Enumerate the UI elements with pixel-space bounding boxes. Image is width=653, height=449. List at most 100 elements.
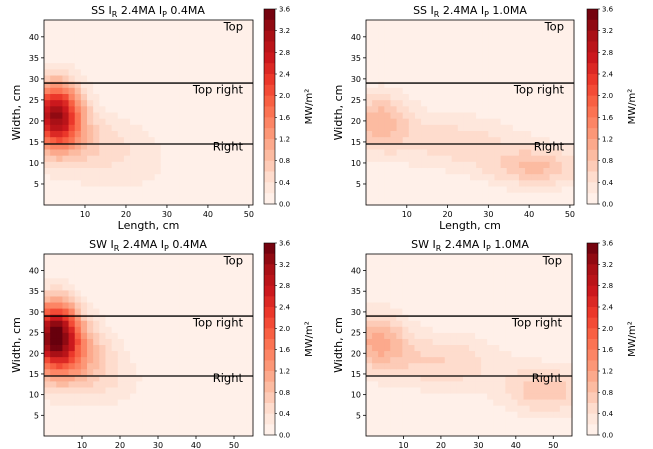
heatmap-cell — [68, 369, 76, 376]
heatmap-cell — [166, 112, 174, 120]
heatmap-cell — [246, 75, 254, 83]
colorbar-band — [264, 339, 275, 351]
heatmap-cell — [462, 381, 470, 389]
heatmap-cell — [476, 112, 483, 120]
heatmap-cell — [93, 296, 100, 304]
heatmap-cell — [499, 278, 506, 285]
heatmap-cell — [136, 260, 143, 267]
heatmap-cell — [87, 143, 94, 151]
heatmap-cell — [426, 369, 434, 376]
heatmap-cell — [523, 272, 531, 279]
colorbar-band — [264, 243, 275, 255]
heatmap-cell — [240, 63, 248, 70]
x-tick-label: 30 — [483, 210, 493, 219]
heatmap-cell — [499, 375, 506, 382]
heatmap-cell — [99, 326, 107, 334]
heatmap-cell — [543, 198, 551, 206]
heatmap-cell — [197, 320, 205, 328]
heatmap-cell — [372, 75, 379, 83]
heatmap-cell — [463, 186, 471, 194]
heatmap-cell — [148, 75, 156, 83]
heatmap-cell — [68, 393, 76, 401]
heatmap-cell — [234, 106, 242, 114]
heatmap-cell — [56, 308, 64, 316]
heatmap-cell — [372, 399, 379, 407]
y-tick-label: 15 — [351, 370, 361, 379]
colorbar-tick-label: 2.8 — [279, 49, 290, 57]
heatmap-cell — [470, 168, 477, 175]
heatmap-cell — [105, 338, 113, 346]
heatmap-cell — [93, 174, 100, 181]
heatmap-cell — [246, 81, 254, 89]
heatmap-cell — [433, 50, 441, 58]
heatmap-cell — [44, 143, 51, 151]
heatmap-cell — [216, 44, 223, 52]
heatmap-cell — [525, 149, 532, 157]
heatmap-cell — [511, 405, 519, 413]
heatmap-cell — [390, 38, 398, 46]
heatmap-cell — [74, 387, 82, 395]
heatmap-cell — [384, 381, 391, 389]
heatmap-cell — [93, 351, 100, 358]
heatmap-cell — [559, 266, 567, 273]
heatmap-cell — [216, 405, 223, 413]
heatmap-cell — [470, 118, 477, 126]
heatmap-cell — [216, 186, 223, 194]
heatmap-cell — [173, 168, 180, 175]
heatmap-cell — [518, 186, 526, 194]
heatmap-cell — [93, 198, 100, 206]
heatmap-cell — [191, 112, 199, 120]
heatmap-cell — [105, 399, 113, 407]
heatmap-cell — [506, 161, 514, 169]
heatmap-cell — [414, 20, 422, 27]
heatmap-cell — [499, 326, 506, 334]
heatmap-cell — [494, 149, 502, 157]
heatmap-cell — [191, 174, 199, 181]
heatmap-cell — [68, 198, 76, 206]
heatmap-cell — [209, 387, 217, 395]
heatmap-cell — [209, 63, 217, 70]
heatmap-cell — [561, 192, 569, 200]
heatmap-cell — [445, 94, 453, 101]
heatmap-cell — [222, 94, 230, 101]
heatmap-cell — [384, 20, 392, 27]
heatmap-cell — [482, 50, 489, 58]
heatmap-cell — [559, 272, 567, 279]
heatmap-cell — [228, 272, 236, 279]
heatmap-cell — [462, 302, 470, 310]
heatmap-cell — [160, 100, 168, 107]
heatmap-cell — [246, 112, 254, 120]
heatmap-cell — [166, 272, 174, 279]
heatmap-cell — [191, 118, 199, 126]
heatmap-cell — [372, 387, 379, 395]
heatmap-cell — [136, 131, 143, 138]
heatmap-cell — [384, 260, 391, 267]
heatmap-cell — [421, 106, 428, 114]
heatmap-cell — [541, 308, 549, 316]
heatmap-cell — [123, 308, 131, 316]
heatmap-cell — [488, 186, 496, 194]
heatmap-cell — [123, 399, 131, 407]
heatmap-cell — [444, 375, 452, 382]
heatmap-cell — [517, 302, 525, 310]
y-tick-label: 30 — [29, 308, 39, 317]
heatmap-cell — [105, 308, 113, 316]
heatmap-cell — [547, 423, 555, 431]
heatmap-cell — [62, 290, 70, 298]
heatmap-cell — [197, 112, 205, 120]
heatmap-cell — [518, 174, 526, 181]
heatmap-cell — [246, 168, 254, 175]
heatmap-cell — [228, 357, 236, 364]
heatmap-cell — [185, 411, 193, 419]
heatmap-cell — [531, 161, 538, 169]
heatmap-cell — [154, 81, 162, 89]
heatmap-cell — [481, 284, 488, 291]
heatmap-cell — [390, 405, 397, 413]
heatmap-cell — [62, 94, 70, 101]
heatmap-cell — [228, 393, 236, 401]
heatmap-cell — [222, 186, 230, 194]
heatmap-cell — [535, 363, 543, 370]
heatmap-cell — [222, 106, 230, 114]
heatmap-cell — [62, 345, 70, 352]
heatmap-cell — [87, 411, 94, 419]
